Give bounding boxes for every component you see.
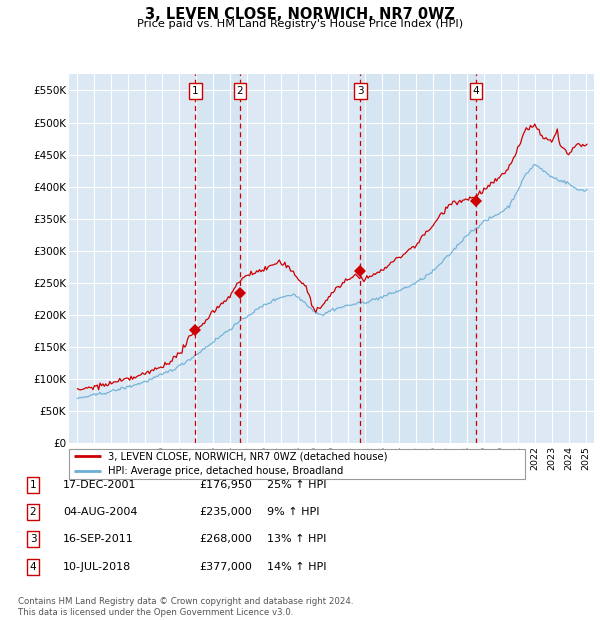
Bar (196, 74, 240, 443)
Text: 16-SEP-2011: 16-SEP-2011 (63, 534, 134, 544)
Text: Price paid vs. HM Land Registry's House Price Index (HPI): Price paid vs. HM Land Registry's House … (137, 19, 463, 29)
Bar (361, 74, 476, 443)
Text: 13% ↑ HPI: 13% ↑ HPI (267, 534, 326, 544)
Text: 1: 1 (29, 480, 37, 490)
Text: £377,000: £377,000 (199, 562, 252, 572)
Text: 4: 4 (29, 562, 37, 572)
Text: 04-AUG-2004: 04-AUG-2004 (63, 507, 137, 517)
Text: 10-JUL-2018: 10-JUL-2018 (63, 562, 131, 572)
Text: 9% ↑ HPI: 9% ↑ HPI (267, 507, 320, 517)
Text: £235,000: £235,000 (199, 507, 252, 517)
Text: Contains HM Land Registry data © Crown copyright and database right 2024.
This d: Contains HM Land Registry data © Crown c… (18, 598, 353, 617)
Text: 3, LEVEN CLOSE, NORWICH, NR7 0WZ: 3, LEVEN CLOSE, NORWICH, NR7 0WZ (145, 7, 455, 22)
Text: 17-DEC-2001: 17-DEC-2001 (63, 480, 137, 490)
Text: £176,950: £176,950 (199, 480, 252, 490)
Text: 25% ↑ HPI: 25% ↑ HPI (267, 480, 326, 490)
FancyBboxPatch shape (69, 449, 525, 479)
Text: 4: 4 (473, 86, 479, 96)
Text: 2: 2 (29, 507, 37, 517)
Text: 1: 1 (192, 86, 199, 96)
Text: 3: 3 (357, 86, 364, 96)
Text: 14% ↑ HPI: 14% ↑ HPI (267, 562, 326, 572)
Text: 3, LEVEN CLOSE, NORWICH, NR7 0WZ (detached house): 3, LEVEN CLOSE, NORWICH, NR7 0WZ (detach… (108, 451, 387, 461)
Text: HPI: Average price, detached house, Broadland: HPI: Average price, detached house, Broa… (108, 466, 343, 476)
Text: £268,000: £268,000 (199, 534, 252, 544)
Text: 2: 2 (236, 86, 243, 96)
Text: 3: 3 (29, 534, 37, 544)
